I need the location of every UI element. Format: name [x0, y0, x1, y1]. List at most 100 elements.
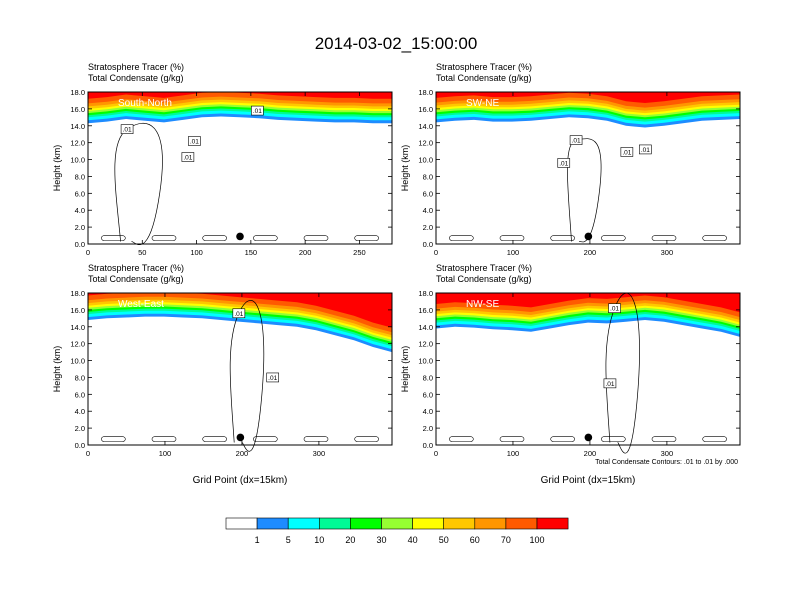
- y-tick-label: 6.0: [75, 189, 85, 198]
- colorbar-tick-label: 20: [345, 535, 355, 545]
- contour-label-box: [608, 303, 621, 314]
- y-tick-label: 12.0: [418, 139, 433, 148]
- contour-label-box: [120, 124, 134, 134]
- condensate-contour: [253, 235, 278, 241]
- plot-frame: [87, 292, 393, 446]
- contour-label-box: [251, 105, 264, 116]
- y-tick-label: 16.0: [418, 105, 433, 114]
- condensate-contour: [449, 235, 474, 241]
- y-tick-label: 2.0: [75, 424, 85, 433]
- x-tick-label: 50: [138, 248, 146, 257]
- contour-label: .01: [610, 306, 619, 313]
- colorbar: 1 5 10 20 30 40 50 60 70 100: [225, 517, 569, 545]
- plot-frame: [435, 91, 741, 245]
- x-tick-label: 150: [245, 248, 258, 257]
- contour-label-box: [188, 136, 201, 146]
- x-tick-label: 250: [353, 248, 366, 257]
- y-tick-label: 6.0: [423, 390, 433, 399]
- colorbar-swatch: [381, 517, 413, 530]
- location-marker: [584, 433, 593, 442]
- y-tick-label: 8.0: [75, 172, 85, 181]
- condensate-contour: [114, 122, 163, 245]
- condensate-contour: [651, 436, 677, 442]
- condensate-contour: [354, 235, 379, 241]
- panel-header-line2: Total Condensate (g/kg): [88, 73, 184, 83]
- location-marker: [584, 232, 593, 241]
- condensate-contour: [601, 235, 626, 241]
- colorbar-swatch: [536, 517, 569, 530]
- colorbar-tick-label: 50: [439, 535, 449, 545]
- contour-label-box: [266, 372, 280, 383]
- x-tick-label: 200: [299, 248, 312, 257]
- condensate-contour: [601, 436, 626, 442]
- colorbar-tick-label: 30: [376, 535, 386, 545]
- x-axis-label: Grid Point (dx=15km): [193, 475, 288, 486]
- x-axis-label: Grid Point (dx=15km): [541, 475, 636, 486]
- colorbar-tick-label: 10: [314, 535, 324, 545]
- y-tick-label: 10.0: [418, 357, 433, 366]
- x-tick-label: 0: [86, 248, 90, 257]
- condensate-contour: [303, 436, 329, 442]
- location-marker: [236, 433, 245, 442]
- condensate-contour: [202, 235, 227, 241]
- x-tick-label: 300: [661, 449, 674, 458]
- contour-label-box: [232, 308, 246, 319]
- contour-label: .01: [253, 108, 262, 115]
- panel-header-line1: Stratosphere Tracer (%): [88, 62, 184, 72]
- tracer-band-100: [88, 92, 392, 99]
- x-tick-label: 300: [661, 248, 674, 257]
- location-marker: [236, 232, 244, 241]
- x-tick-label: 200: [584, 248, 597, 257]
- panel-label: West-East: [118, 299, 164, 310]
- colorbar-tick-label: 70: [501, 535, 511, 545]
- colorbar-swatch: [318, 517, 351, 530]
- y-tick-label: 18.0: [70, 88, 85, 97]
- condensate-contour: [354, 436, 379, 442]
- x-tick-label: 200: [584, 449, 597, 458]
- contour-info: Total Condensate Contours: .01 to .01 by…: [595, 459, 738, 466]
- contour-label: .01: [605, 381, 614, 388]
- x-tick-label: 0: [434, 449, 438, 458]
- panel-sw-ne: Stratosphere Tracer (%)Total Condensate …: [400, 62, 741, 257]
- y-tick-label: 16.0: [418, 306, 433, 315]
- x-tick-label: 0: [434, 248, 438, 257]
- contour-label: .01: [559, 160, 568, 167]
- y-tick-label: 6.0: [75, 390, 85, 399]
- contour-label: .01: [622, 149, 631, 156]
- contour-label-box: [620, 147, 634, 157]
- x-tick-label: 100: [190, 248, 203, 257]
- colorbar-swatch: [256, 517, 289, 530]
- tracer-band-100: [436, 293, 740, 313]
- condensate-contour: [202, 436, 227, 442]
- y-tick-label: 16.0: [70, 105, 85, 114]
- contour-label-box: [639, 144, 652, 155]
- y-tick-label: 14.0: [418, 122, 433, 131]
- y-tick-label: 4.0: [423, 206, 433, 215]
- panel-header-line1: Stratosphere Tracer (%): [436, 62, 532, 72]
- condensate-contour: [605, 293, 640, 454]
- panel-west-east: Stratosphere Tracer (%)Total Condensate …: [52, 263, 393, 486]
- y-tick-label: 2.0: [423, 424, 433, 433]
- y-tick-label: 2.0: [75, 223, 85, 232]
- contour-label: .01: [183, 155, 192, 162]
- y-tick-label: 8.0: [423, 373, 433, 382]
- colorbar-swatch: [474, 517, 507, 530]
- y-tick-label: 0.0: [423, 240, 433, 249]
- x-tick-label: 100: [507, 449, 520, 458]
- y-tick-label: 8.0: [423, 172, 433, 181]
- colorbar-swatch: [287, 517, 320, 530]
- condensate-contour: [229, 300, 265, 452]
- contour-label-box: [603, 378, 617, 389]
- tracer-band-100: [436, 92, 740, 103]
- contour-label-box: [557, 158, 571, 168]
- colorbar-swatch: [505, 517, 538, 530]
- x-tick-label: 100: [159, 449, 172, 458]
- condensate-contour: [499, 436, 525, 442]
- panel-label: NW-SE: [466, 299, 499, 310]
- colorbar-tick-label: 60: [470, 535, 480, 545]
- condensate-contour: [550, 436, 575, 442]
- y-tick-label: 14.0: [418, 323, 433, 332]
- condensate-contour: [101, 235, 126, 241]
- colorbar-tick-label: 40: [408, 535, 418, 545]
